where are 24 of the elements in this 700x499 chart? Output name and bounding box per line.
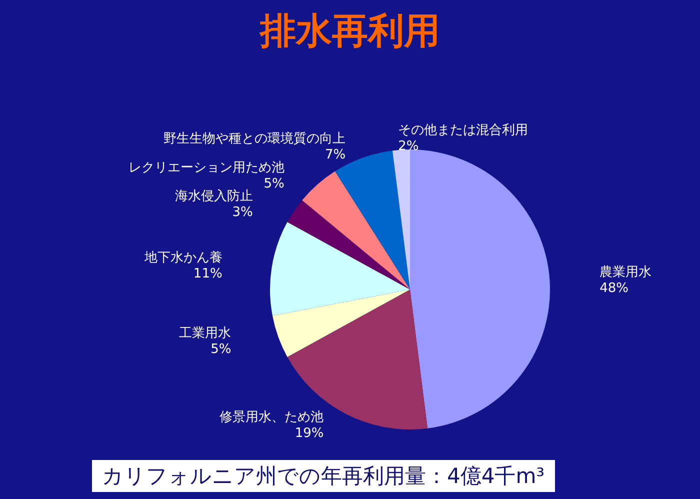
- slice-label: 地下水かん養: [143, 250, 222, 266]
- slice-label: その他または混合利用: [398, 122, 528, 138]
- text: カリフォルニア州での年再利用量：4億4千m³: [92, 460, 555, 492]
- data-label: 7%: [325, 147, 346, 162]
- slice-label: 農業用水: [600, 264, 652, 280]
- data-label: 3%: [232, 205, 253, 220]
- slice-label: 野生生物や種との環境質の向上: [164, 130, 346, 146]
- pie-slice: [270, 222, 410, 316]
- data-label: 19%: [294, 426, 324, 441]
- data-label: 48%: [600, 280, 629, 296]
- data-label: 2%: [398, 138, 419, 154]
- pie-slice: [272, 290, 410, 357]
- slice-label: レクリエーション用ため池: [128, 160, 284, 176]
- pie-slice: [287, 200, 410, 290]
- slice-label: 修景用水、ため池: [220, 410, 324, 425]
- data-label: 5%: [264, 176, 284, 192]
- slice-label: 海水侵入防止: [174, 189, 253, 204]
- slice-label: 工業用水: [179, 326, 232, 341]
- data-label: 5%: [210, 342, 232, 357]
- data-label: 11%: [193, 266, 222, 282]
- pie-slice: [392, 150, 410, 290]
- pie-slice: [410, 150, 550, 428]
- pie-slice: [302, 171, 410, 290]
- chart-title: 排水再利用: [259, 10, 440, 51]
